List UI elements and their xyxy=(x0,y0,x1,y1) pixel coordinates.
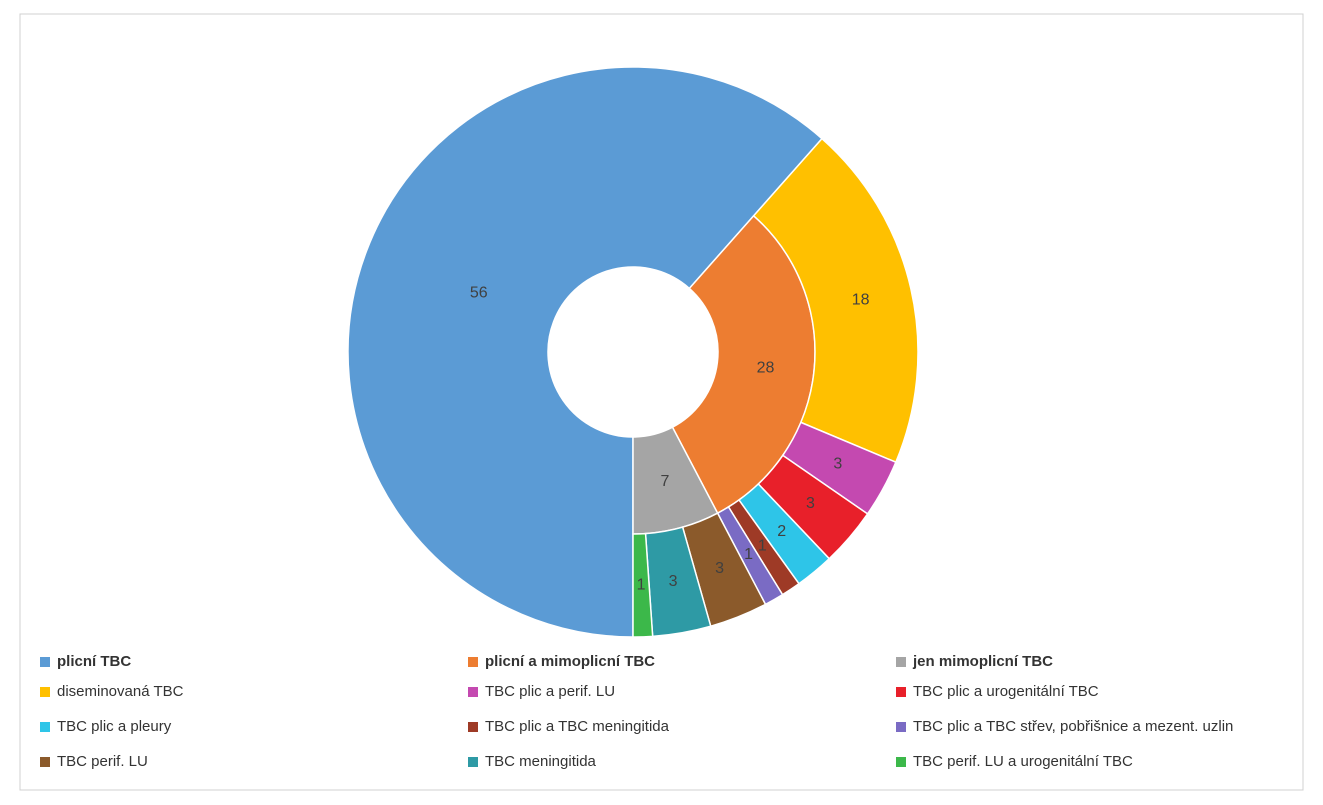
legend-swatch xyxy=(468,657,478,667)
legend-swatch xyxy=(40,687,50,697)
segment xyxy=(347,66,824,638)
legend-swatch xyxy=(40,657,50,667)
legend-label: TBC meningitida xyxy=(485,753,597,770)
legend-label: TBC plic a perif. LU xyxy=(485,683,615,700)
legend-label: plicní a mimoplicní TBC xyxy=(485,653,655,670)
legend-label: TBC perif. LU a urogenitální TBC xyxy=(913,753,1133,770)
legend-label: TBC plic a urogenitální TBC xyxy=(913,683,1099,700)
data-label: 18 xyxy=(852,291,870,308)
legend-swatch xyxy=(40,757,50,767)
data-label: 28 xyxy=(757,359,775,376)
legend-swatch xyxy=(896,657,906,667)
segment xyxy=(632,532,654,638)
data-label: 3 xyxy=(806,495,815,512)
legend-label: jen mimoplicní TBC xyxy=(912,653,1053,670)
data-label: 7 xyxy=(660,473,669,490)
legend-swatch xyxy=(468,687,478,697)
legend-swatch xyxy=(40,722,50,732)
data-label: 1 xyxy=(637,577,646,594)
data-label: 1 xyxy=(758,538,767,555)
legend: plicní TBC plicní a mimoplicní TBC jen mim… xyxy=(40,653,1233,770)
legend-swatch xyxy=(896,722,906,732)
legend-label: TBC perif. LU xyxy=(57,753,148,770)
legend-swatch xyxy=(468,722,478,732)
data-label: 3 xyxy=(833,455,842,472)
data-label: 2 xyxy=(777,523,786,540)
data-label: 56 xyxy=(470,285,488,302)
data-label: 3 xyxy=(669,573,678,590)
legend-swatch xyxy=(896,687,906,697)
legend-label: TBC plic a pleury xyxy=(57,718,172,735)
legend-label: diseminovaná TBC xyxy=(57,683,184,700)
legend-swatch xyxy=(896,757,906,767)
segment xyxy=(752,137,919,464)
data-label: 1 xyxy=(744,546,753,563)
legend-swatch xyxy=(468,757,478,767)
legend-label: plicní TBC xyxy=(57,653,131,670)
legend-label: TBC plic a TBC střev, pobřišnice a mezen… xyxy=(913,718,1233,735)
legend-label: TBC plic a TBC meningitida xyxy=(485,718,670,735)
data-label: 3 xyxy=(715,560,724,577)
